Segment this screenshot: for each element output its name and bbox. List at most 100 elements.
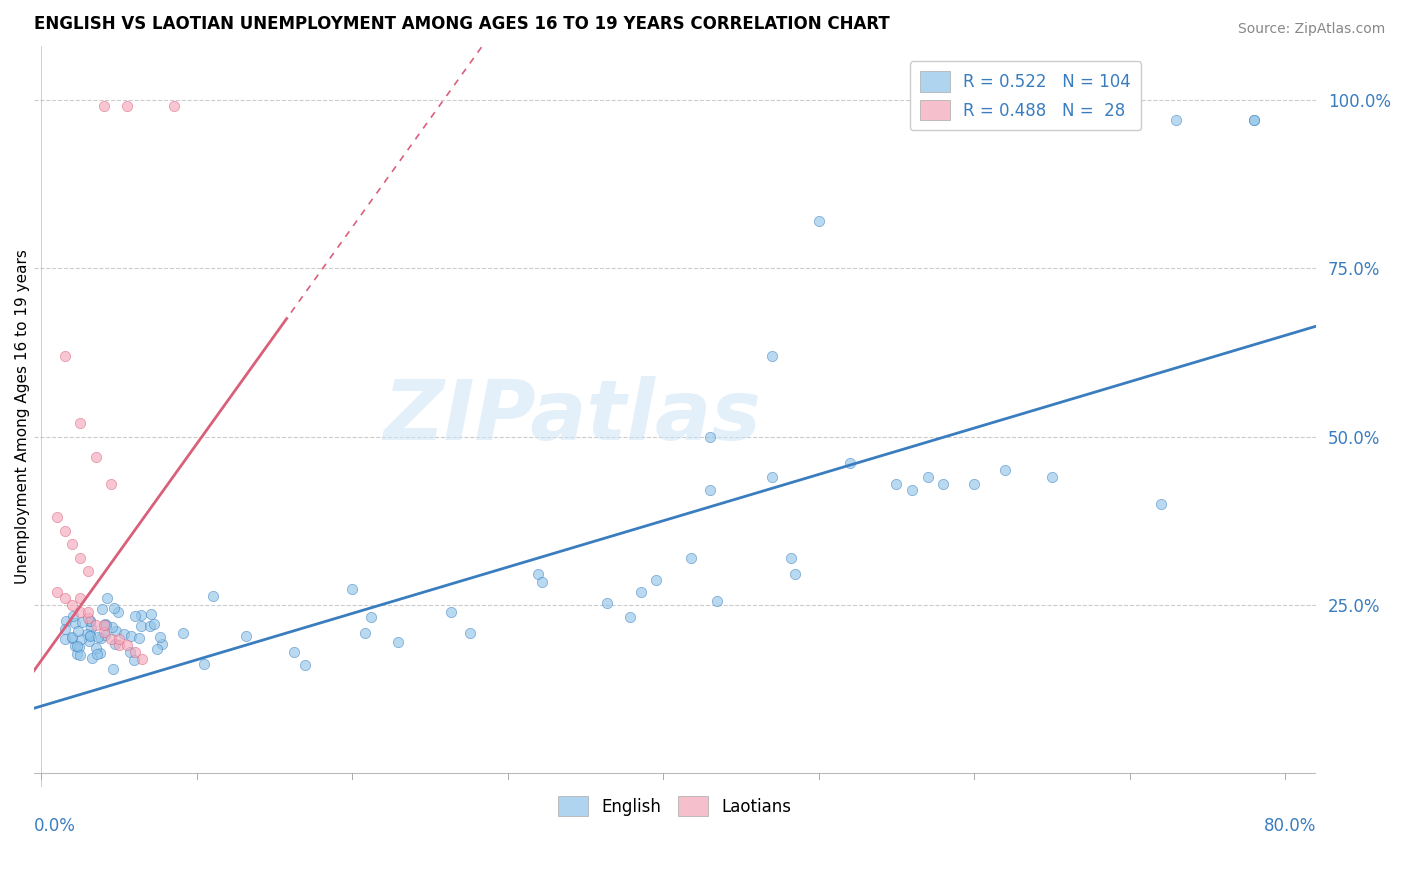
Point [69,591,91,606]
Point [69,416,91,430]
Point [53,524,76,538]
Point [630,585,652,599]
Point [527,566,550,581]
Point [681,550,703,565]
Point [108,632,131,646]
Point [699,483,721,498]
Point [79,628,101,642]
Point [77,633,100,648]
Point [66,647,89,661]
Point [101,662,124,676]
Point [1166,112,1188,127]
Point [283,645,305,659]
Point [93,624,115,639]
Point [128,632,150,646]
Point [77,605,100,619]
Text: 80.0%: 80.0% [1264,816,1316,835]
Point [886,476,908,491]
Point [65,640,87,654]
Point [162,99,184,113]
Point [901,483,924,498]
Point [84,450,107,464]
Point [45,510,67,524]
Point [100,632,122,646]
Y-axis label: Unemployment Among Ages 16 to 19 years: Unemployment Among Ages 16 to 19 years [15,249,30,583]
Point [108,639,131,653]
Point [93,617,115,632]
Point [66,639,89,653]
Point [62,608,84,623]
Point [193,657,215,671]
Point [60,630,83,644]
Point [77,611,100,625]
Point [458,626,481,640]
Point [55,623,77,637]
Point [96,591,118,606]
Point [112,627,135,641]
Point [100,476,122,491]
Point [115,99,138,113]
Point [69,605,91,619]
Point [141,607,163,622]
Point [779,550,801,565]
Point [72,615,94,629]
Point [107,606,129,620]
Point [146,641,169,656]
Point [93,618,115,632]
Point [69,632,91,646]
Point [807,214,830,228]
Point [917,470,939,484]
Point [530,574,553,589]
Point [761,349,783,363]
Point [124,645,146,659]
Point [785,567,807,582]
Point [91,602,114,616]
Point [149,630,172,644]
Point [80,621,103,635]
Text: ENGLISH VS LAOTIAN UNEMPLOYMENT AMONG AGES 16 TO 19 YEARS CORRELATION CHART: ENGLISH VS LAOTIAN UNEMPLOYMENT AMONG AG… [34,15,890,33]
Point [131,608,153,623]
Point [619,610,641,624]
Point [55,614,77,628]
Point [1243,112,1265,127]
Point [82,651,104,665]
Point [53,632,76,647]
Point [67,640,90,655]
Point [45,584,67,599]
Point [87,630,110,644]
Point [94,628,117,642]
Point [86,647,108,661]
Point [84,618,107,632]
Point [360,609,382,624]
Point [69,550,91,565]
Point [118,645,141,659]
Point [596,596,619,610]
Point [1040,470,1063,484]
Point [115,639,138,653]
Point [65,616,87,631]
Point [150,637,173,651]
Point [963,476,986,491]
Text: 0.0%: 0.0% [34,816,76,835]
Point [1150,497,1173,511]
Point [79,629,101,643]
Point [1056,112,1078,127]
Point [124,609,146,624]
Point [96,617,118,632]
Point [79,614,101,628]
Point [172,625,194,640]
Point [235,629,257,643]
Point [1243,112,1265,127]
Point [131,652,153,666]
Point [53,349,76,363]
Point [131,619,153,633]
Point [342,582,364,596]
Point [706,593,728,607]
Point [122,653,145,667]
Point [699,429,721,443]
Point [76,626,98,640]
Point [932,476,955,491]
Point [994,112,1017,127]
Point [387,635,409,649]
Point [62,632,84,646]
